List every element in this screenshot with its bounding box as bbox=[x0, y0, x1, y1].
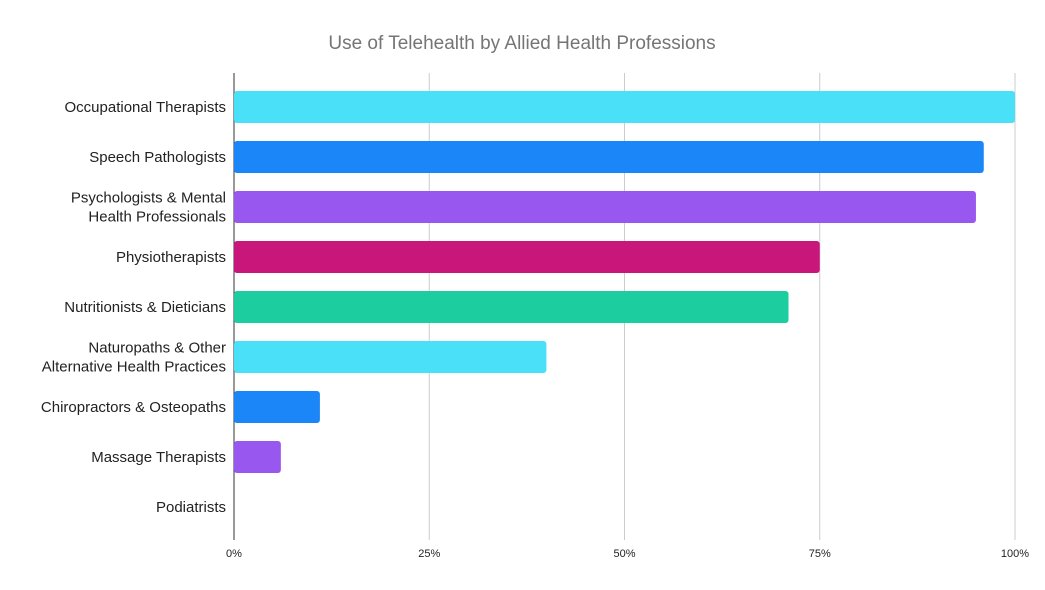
x-tick-label: 25% bbox=[418, 548, 440, 560]
category-label-line: Speech Pathologists bbox=[89, 149, 226, 166]
x-tick-label: 50% bbox=[613, 548, 635, 560]
bar bbox=[234, 141, 984, 173]
bar bbox=[234, 441, 281, 473]
category-label: Psychologists & Mental Health Professiona… bbox=[71, 190, 226, 226]
category-label-line: Occupational Therapists bbox=[65, 99, 226, 116]
category-label-line: Naturopaths & Other bbox=[88, 340, 226, 357]
x-tick-label: 75% bbox=[809, 548, 831, 560]
category-label-line: Massage Therapists bbox=[91, 449, 226, 466]
category-label: Podiatrists bbox=[156, 499, 226, 516]
bar bbox=[234, 391, 320, 423]
category-label-line: Podiatrists bbox=[156, 499, 226, 516]
category-label: Nutritionists & Dieticians bbox=[64, 299, 226, 316]
category-label-line: Physiotherapists bbox=[116, 249, 226, 266]
category-label: Physiotherapists bbox=[116, 249, 226, 266]
bar bbox=[234, 191, 976, 223]
category-label: Naturopaths & Other Alternative Health Pr… bbox=[42, 340, 226, 376]
x-tick-label: 0% bbox=[226, 548, 242, 560]
chart-title: Use of Telehealth by Allied Health Profe… bbox=[328, 33, 715, 54]
category-label-line: Nutritionists & Dieticians bbox=[64, 299, 226, 316]
category-label-line: Chiropractors & Osteopaths bbox=[41, 399, 226, 416]
category-label-line: Health Professionals bbox=[88, 209, 226, 226]
bar bbox=[234, 291, 789, 323]
category-label-line: Alternative Health Practices bbox=[42, 359, 226, 376]
category-label: Chiropractors & Osteopaths bbox=[41, 399, 226, 416]
category-label-line: Psychologists & Mental bbox=[71, 190, 226, 207]
bar bbox=[234, 91, 1015, 123]
x-tick-label: 100% bbox=[1001, 548, 1029, 560]
category-label: Massage Therapists bbox=[91, 449, 226, 466]
category-label: Speech Pathologists bbox=[89, 149, 226, 166]
bar bbox=[234, 241, 820, 273]
category-label: Occupational Therapists bbox=[65, 99, 226, 116]
bar bbox=[234, 341, 547, 373]
